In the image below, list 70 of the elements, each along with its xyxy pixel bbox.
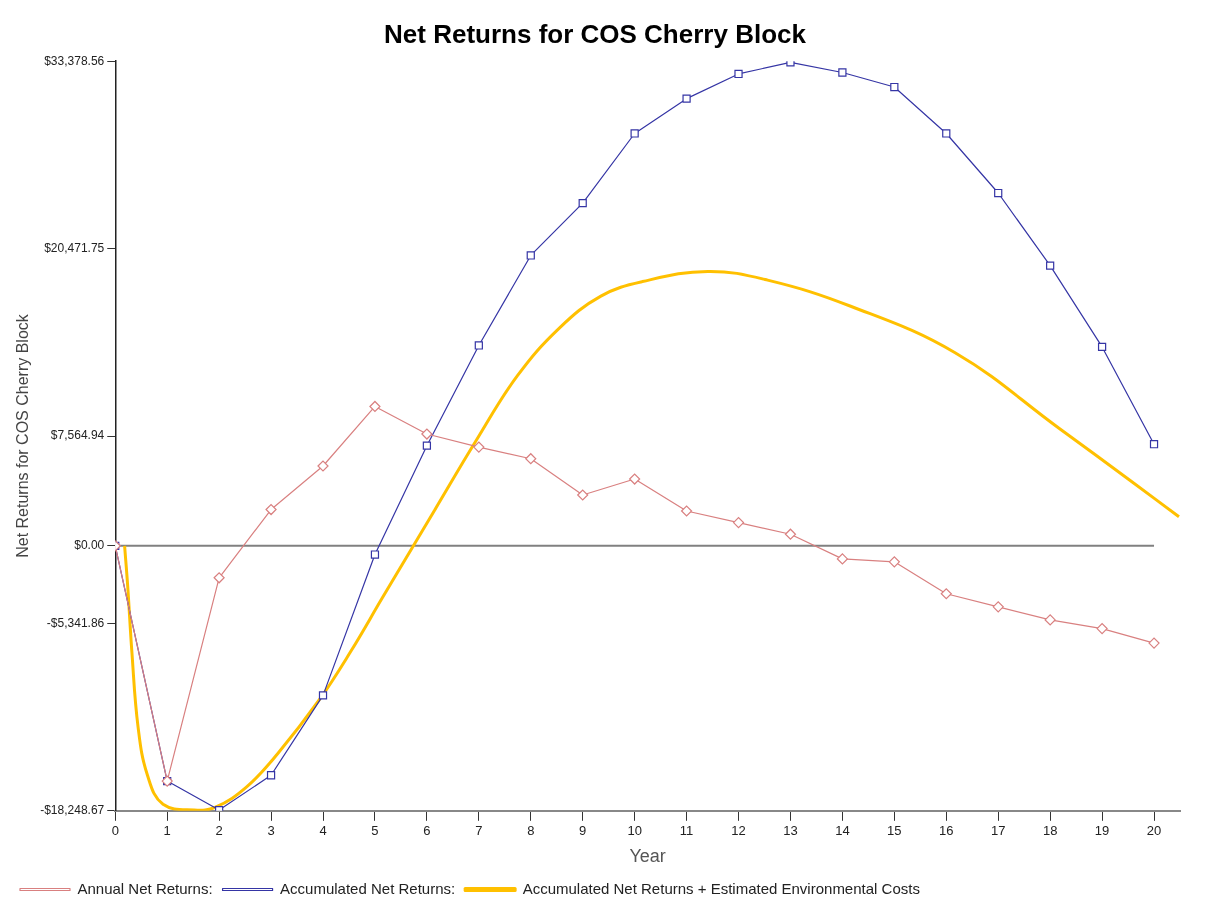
point — [474, 341, 483, 350]
point — [1046, 261, 1055, 270]
point — [1044, 614, 1056, 626]
y-tick-label: $0.00 — [74, 538, 105, 553]
x-tick-label: 12 — [731, 823, 746, 839]
point — [265, 503, 277, 516]
y-tick-label: -$5,341.86 — [46, 615, 105, 630]
line-series — [123, 269, 1180, 811]
x-tick-label: 13 — [783, 823, 798, 839]
point — [888, 556, 900, 568]
point — [369, 400, 381, 413]
point — [318, 691, 328, 700]
legend-label: Annual Net Returns: — [77, 879, 213, 897]
x-tick-label: 9 — [579, 823, 587, 839]
y-tick-label: $7,564.94 — [50, 428, 105, 443]
point — [526, 251, 535, 260]
x-tick-label: 19 — [1094, 823, 1110, 839]
x-axis-title: Year — [629, 846, 666, 867]
point — [784, 528, 797, 540]
y-axis-title: Net Returns for COS Cherry Block — [14, 313, 32, 558]
x-tick-label: 15 — [887, 823, 902, 839]
point — [630, 129, 639, 138]
point — [317, 460, 329, 472]
y-tick-label: $20,471.75 — [44, 240, 105, 255]
x-tick-label: 2 — [215, 823, 223, 839]
legend-label: Accumulated Net Returns: — [280, 879, 456, 897]
point — [629, 473, 641, 485]
point — [578, 199, 587, 208]
point — [992, 601, 1004, 613]
point — [266, 771, 276, 780]
point — [942, 129, 951, 138]
x-tick-label: 1 — [163, 823, 171, 839]
x-tick-label: 6 — [423, 823, 431, 839]
point — [890, 82, 899, 92]
x-tick-label: 14 — [835, 823, 850, 839]
x-tick-label: 10 — [627, 823, 642, 839]
chart-title: Net Returns for COS Cherry Block — [384, 18, 807, 49]
point — [421, 428, 433, 440]
x-tick-label: 11 — [679, 823, 694, 839]
x-tick-label: 20 — [1146, 823, 1162, 839]
x-tick-label: 5 — [371, 823, 379, 839]
x-tick-label: 4 — [319, 823, 327, 839]
point — [422, 441, 432, 450]
x-tick-label: 0 — [111, 823, 119, 839]
point — [525, 453, 537, 465]
point — [1096, 623, 1108, 635]
point — [213, 572, 225, 584]
x-tick-label: 7 — [475, 823, 483, 839]
x-tick-label: 3 — [267, 823, 275, 839]
point — [836, 553, 848, 565]
legend-label: Accumulated Net Returns + Estimated Environmental Costs — [522, 879, 920, 897]
x-tick-label: 18 — [1042, 823, 1058, 839]
point — [577, 489, 589, 501]
point — [682, 94, 691, 103]
point — [370, 550, 380, 559]
point — [680, 505, 693, 517]
point — [734, 69, 743, 79]
point — [1097, 342, 1107, 352]
point — [473, 441, 485, 453]
y-tick-label: -$18,248.67 — [40, 803, 105, 818]
point — [994, 188, 1003, 198]
x-tick-label: 8 — [527, 823, 535, 839]
point — [940, 588, 952, 600]
point — [838, 68, 847, 77]
point — [732, 517, 745, 529]
point — [1148, 637, 1160, 649]
y-tick-label: $33,378.56 — [44, 53, 105, 68]
x-tick-label: 17 — [990, 823, 1006, 839]
point — [1149, 440, 1159, 449]
x-tick-label: 16 — [939, 823, 954, 839]
